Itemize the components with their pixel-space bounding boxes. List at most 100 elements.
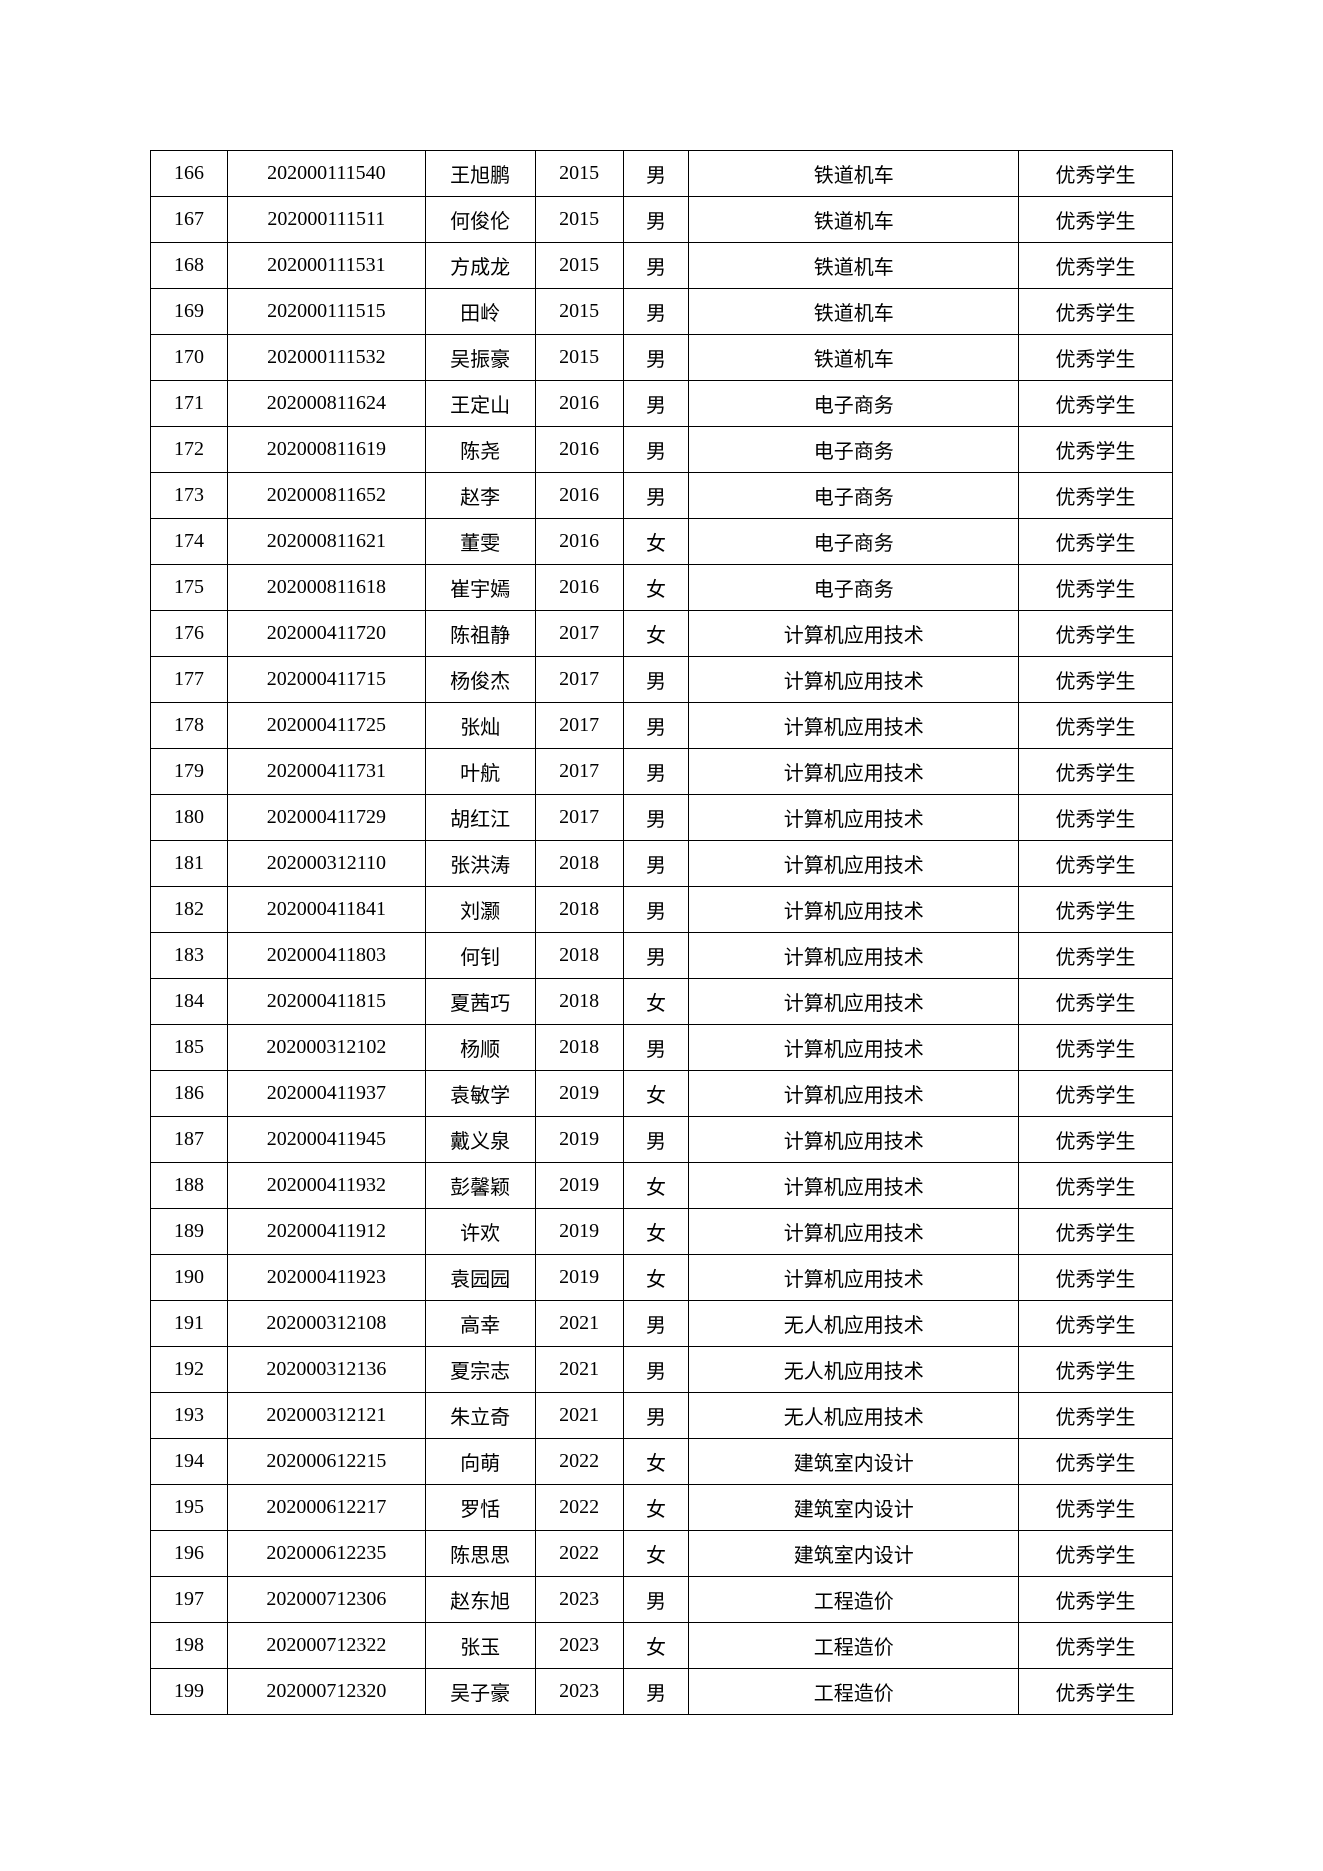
col-major: 无人机应用技术 bbox=[689, 1347, 1019, 1393]
col-class: 2019 bbox=[535, 1209, 623, 1255]
col-title: 优秀学生 bbox=[1019, 795, 1173, 841]
col-name: 高幸 bbox=[425, 1301, 535, 1347]
col-title: 优秀学生 bbox=[1019, 1163, 1173, 1209]
table-row: 183202000411803何钊2018男计算机应用技术优秀学生 bbox=[151, 933, 1173, 979]
col-major: 计算机应用技术 bbox=[689, 657, 1019, 703]
col-name: 陈尧 bbox=[425, 427, 535, 473]
col-title: 优秀学生 bbox=[1019, 1623, 1173, 1669]
table-row: 173202000811652赵李2016男电子商务优秀学生 bbox=[151, 473, 1173, 519]
col-gender: 男 bbox=[623, 1025, 689, 1071]
col-class: 2018 bbox=[535, 841, 623, 887]
col-student-id: 202000612235 bbox=[227, 1531, 425, 1577]
col-student-id: 202000712320 bbox=[227, 1669, 425, 1715]
col-index: 190 bbox=[151, 1255, 228, 1301]
table-row: 177202000411715杨俊杰2017男计算机应用技术优秀学生 bbox=[151, 657, 1173, 703]
col-gender: 男 bbox=[623, 887, 689, 933]
col-student-id: 202000411731 bbox=[227, 749, 425, 795]
col-name: 夏宗志 bbox=[425, 1347, 535, 1393]
col-gender: 男 bbox=[623, 1393, 689, 1439]
col-major: 电子商务 bbox=[689, 427, 1019, 473]
table-row: 178202000411725张灿2017男计算机应用技术优秀学生 bbox=[151, 703, 1173, 749]
table-row: 189202000411912许欢2019女计算机应用技术优秀学生 bbox=[151, 1209, 1173, 1255]
col-student-id: 202000111515 bbox=[227, 289, 425, 335]
col-title: 优秀学生 bbox=[1019, 197, 1173, 243]
col-class: 2017 bbox=[535, 795, 623, 841]
col-student-id: 202000811619 bbox=[227, 427, 425, 473]
col-major: 计算机应用技术 bbox=[689, 933, 1019, 979]
col-title: 优秀学生 bbox=[1019, 473, 1173, 519]
table-row: 187202000411945戴义泉2019男计算机应用技术优秀学生 bbox=[151, 1117, 1173, 1163]
document-page: 166202000111540王旭鹏2015男铁道机车优秀学生167202000… bbox=[0, 0, 1323, 1871]
col-student-id: 202000111532 bbox=[227, 335, 425, 381]
col-gender: 男 bbox=[623, 749, 689, 795]
col-class: 2016 bbox=[535, 473, 623, 519]
col-title: 优秀学生 bbox=[1019, 611, 1173, 657]
col-index: 192 bbox=[151, 1347, 228, 1393]
col-student-id: 202000312110 bbox=[227, 841, 425, 887]
col-gender: 男 bbox=[623, 427, 689, 473]
col-class: 2016 bbox=[535, 427, 623, 473]
col-class: 2018 bbox=[535, 1025, 623, 1071]
col-gender: 男 bbox=[623, 1669, 689, 1715]
col-index: 191 bbox=[151, 1301, 228, 1347]
col-index: 199 bbox=[151, 1669, 228, 1715]
table-row: 195202000612217罗恬2022女建筑室内设计优秀学生 bbox=[151, 1485, 1173, 1531]
col-student-id: 202000411912 bbox=[227, 1209, 425, 1255]
col-major: 计算机应用技术 bbox=[689, 1255, 1019, 1301]
col-student-id: 202000411815 bbox=[227, 979, 425, 1025]
table-row: 196202000612235陈思思2022女建筑室内设计优秀学生 bbox=[151, 1531, 1173, 1577]
table-row: 192202000312136夏宗志2021男无人机应用技术优秀学生 bbox=[151, 1347, 1173, 1393]
table-row: 172202000811619陈尧2016男电子商务优秀学生 bbox=[151, 427, 1173, 473]
table-row: 188202000411932彭馨颖2019女计算机应用技术优秀学生 bbox=[151, 1163, 1173, 1209]
col-gender: 男 bbox=[623, 289, 689, 335]
col-name: 何俊伦 bbox=[425, 197, 535, 243]
col-index: 175 bbox=[151, 565, 228, 611]
col-name: 方成龙 bbox=[425, 243, 535, 289]
col-class: 2019 bbox=[535, 1163, 623, 1209]
table-row: 194202000612215向萌2022女建筑室内设计优秀学生 bbox=[151, 1439, 1173, 1485]
col-title: 优秀学生 bbox=[1019, 749, 1173, 795]
col-title: 优秀学生 bbox=[1019, 1485, 1173, 1531]
col-student-id: 202000312121 bbox=[227, 1393, 425, 1439]
col-class: 2018 bbox=[535, 979, 623, 1025]
col-student-id: 202000811618 bbox=[227, 565, 425, 611]
col-major: 铁道机车 bbox=[689, 197, 1019, 243]
col-index: 170 bbox=[151, 335, 228, 381]
col-class: 2019 bbox=[535, 1117, 623, 1163]
col-name: 吴振豪 bbox=[425, 335, 535, 381]
col-title: 优秀学生 bbox=[1019, 1117, 1173, 1163]
col-index: 189 bbox=[151, 1209, 228, 1255]
col-title: 优秀学生 bbox=[1019, 381, 1173, 427]
col-title: 优秀学生 bbox=[1019, 1393, 1173, 1439]
col-index: 194 bbox=[151, 1439, 228, 1485]
col-name: 刘灏 bbox=[425, 887, 535, 933]
col-gender: 女 bbox=[623, 1623, 689, 1669]
col-name: 罗恬 bbox=[425, 1485, 535, 1531]
col-title: 优秀学生 bbox=[1019, 1209, 1173, 1255]
col-index: 168 bbox=[151, 243, 228, 289]
col-name: 胡红江 bbox=[425, 795, 535, 841]
col-class: 2015 bbox=[535, 151, 623, 197]
col-title: 优秀学生 bbox=[1019, 335, 1173, 381]
col-index: 196 bbox=[151, 1531, 228, 1577]
col-class: 2017 bbox=[535, 749, 623, 795]
col-title: 优秀学生 bbox=[1019, 1025, 1173, 1071]
table-row: 171202000811624王定山2016男电子商务优秀学生 bbox=[151, 381, 1173, 427]
col-major: 计算机应用技术 bbox=[689, 749, 1019, 795]
table-row: 193202000312121朱立奇2021男无人机应用技术优秀学生 bbox=[151, 1393, 1173, 1439]
col-student-id: 202000712322 bbox=[227, 1623, 425, 1669]
table-row: 174202000811621董雯2016女电子商务优秀学生 bbox=[151, 519, 1173, 565]
col-major: 计算机应用技术 bbox=[689, 979, 1019, 1025]
col-gender: 女 bbox=[623, 1485, 689, 1531]
col-student-id: 202000411923 bbox=[227, 1255, 425, 1301]
col-title: 优秀学生 bbox=[1019, 1347, 1173, 1393]
col-name: 戴义泉 bbox=[425, 1117, 535, 1163]
col-class: 2017 bbox=[535, 657, 623, 703]
col-major: 铁道机车 bbox=[689, 335, 1019, 381]
col-student-id: 202000111540 bbox=[227, 151, 425, 197]
col-student-id: 202000411945 bbox=[227, 1117, 425, 1163]
col-name: 夏茜巧 bbox=[425, 979, 535, 1025]
col-student-id: 202000411932 bbox=[227, 1163, 425, 1209]
col-class: 2015 bbox=[535, 197, 623, 243]
col-title: 优秀学生 bbox=[1019, 243, 1173, 289]
